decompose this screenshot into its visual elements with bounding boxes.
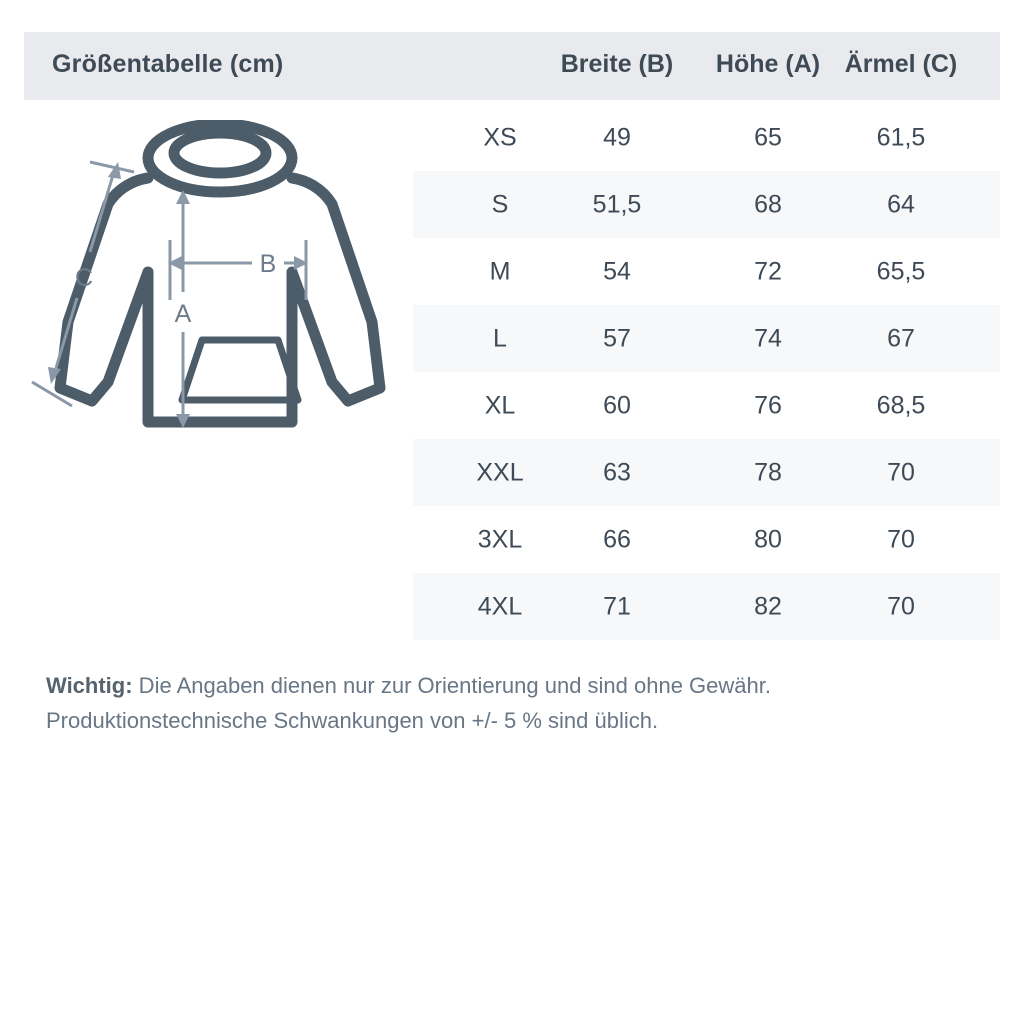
- table-row: XS 49 65 61,5: [413, 104, 1000, 171]
- hoodie-garment-icon: [54, 120, 386, 428]
- cell-breite: 49: [603, 123, 631, 151]
- size-table: XS 49 65 61,5 S 51,5 68 64 M 54 72 65,5 …: [413, 104, 1000, 640]
- arrow-right-icon: [294, 256, 308, 270]
- cell-hoehe: 72: [754, 257, 782, 285]
- table-row: L 57 74 67: [413, 305, 1000, 372]
- table-row: XL 60 76 68,5: [413, 372, 1000, 439]
- disclaimer-note: Wichtig: Die Angaben dienen nur zur Orie…: [46, 668, 996, 738]
- cell-hoehe: 74: [754, 324, 782, 352]
- cell-aermel: 68,5: [876, 391, 926, 419]
- cell-size: XS: [483, 123, 517, 151]
- cell-aermel: 61,5: [876, 123, 926, 151]
- dimension-sleeve-c: [31, 160, 135, 408]
- arrow-down-icon: [176, 414, 190, 428]
- cell-size: 4XL: [477, 592, 523, 620]
- page-title: Größentabelle (cm): [52, 50, 284, 78]
- cell-hoehe: 68: [754, 190, 782, 218]
- cell-hoehe: 80: [754, 525, 782, 553]
- cell-aermel: 64: [887, 190, 915, 218]
- table-row: M 54 72 65,5: [413, 238, 1000, 305]
- hoodie-illustration: B A C: [30, 120, 410, 450]
- cell-aermel: 70: [887, 592, 915, 620]
- cell-hoehe: 78: [754, 458, 782, 486]
- cell-aermel: 67: [887, 324, 915, 352]
- cell-breite: 51,5: [592, 190, 642, 218]
- arrow-up-diagonal-icon: [108, 162, 121, 179]
- hoodie-pocket-icon: [178, 336, 302, 404]
- table-header-band: [24, 32, 1000, 100]
- cell-size: S: [491, 190, 509, 218]
- cell-size: M: [489, 257, 511, 285]
- cell-aermel: 70: [887, 525, 915, 553]
- dimension-label-c: C: [75, 264, 93, 292]
- arrow-left-icon: [168, 256, 182, 270]
- dimension-label-b: B: [260, 250, 277, 278]
- disclaimer-label: Wichtig:: [46, 673, 133, 698]
- cell-breite: 60: [603, 391, 631, 419]
- cell-hoehe: 65: [754, 123, 782, 151]
- cell-size: 3XL: [477, 525, 523, 553]
- arrow-up-icon: [176, 190, 190, 204]
- cell-aermel: 65,5: [876, 257, 926, 285]
- cell-hoehe: 82: [754, 592, 782, 620]
- table-row: 3XL 66 80 70: [413, 506, 1000, 573]
- disclaimer-line-2: Produktionstechnische Schwankungen von +…: [46, 708, 659, 733]
- cell-aermel: 70: [887, 458, 915, 486]
- cell-size: L: [493, 324, 507, 352]
- cell-hoehe: 76: [754, 391, 782, 419]
- dimension-label-a: A: [175, 300, 192, 328]
- table-row: XXL 63 78 70: [413, 439, 1000, 506]
- table-row: 4XL 71 82 70: [413, 573, 1000, 640]
- arrow-down-diagonal-icon: [48, 367, 61, 384]
- cell-breite: 63: [603, 458, 631, 486]
- cell-breite: 54: [603, 257, 631, 285]
- column-header-breite: Breite (B): [560, 50, 674, 78]
- dimension-width-b: [168, 240, 308, 300]
- table-row: S 51,5 68 64: [413, 171, 1000, 238]
- disclaimer-line-1: Die Angaben dienen nur zur Orientierung …: [132, 673, 771, 698]
- column-header-hoehe: Höhe (A): [715, 50, 821, 78]
- column-header-aermel: Ärmel (C): [844, 50, 958, 78]
- cell-size: XXL: [476, 458, 524, 486]
- cell-breite: 66: [603, 525, 631, 553]
- cell-breite: 71: [603, 592, 631, 620]
- cell-size: XL: [484, 391, 516, 419]
- cell-breite: 57: [603, 324, 631, 352]
